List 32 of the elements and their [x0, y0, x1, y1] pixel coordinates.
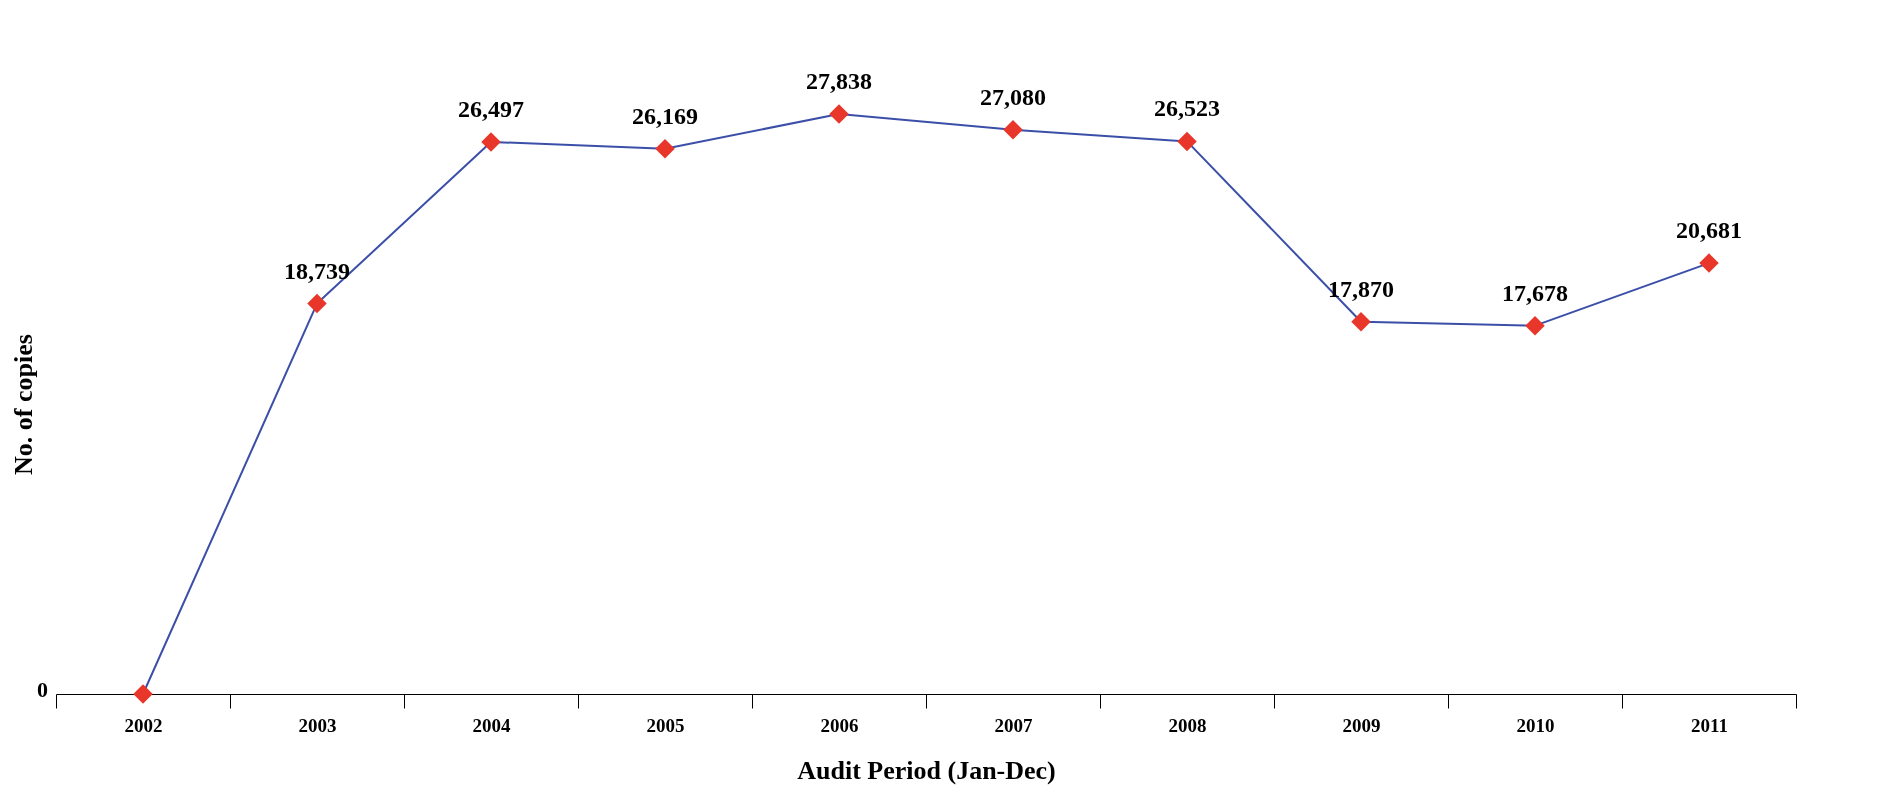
x-tick-label: 2008 — [1168, 714, 1207, 736]
x-tick-label: 2009 — [1342, 714, 1381, 736]
x-tick-label: 2003 — [298, 714, 337, 736]
data-label: 17,870 — [1328, 275, 1394, 302]
x-axis-title: Audit Period (Jan-Dec) — [797, 755, 1056, 785]
x-tick-label: 2011 — [1691, 714, 1728, 736]
data-label: 27,080 — [980, 83, 1046, 110]
point — [133, 684, 153, 704]
x-tick-label: 2005 — [646, 714, 685, 736]
data-label: 26,523 — [1154, 95, 1220, 122]
x-tick-label: 2006 — [820, 714, 859, 736]
x-tick-label: 2007 — [994, 714, 1033, 736]
point — [1003, 120, 1023, 140]
point — [1177, 131, 1197, 152]
point — [1351, 311, 1371, 332]
point — [481, 132, 501, 152]
x-tick-label: 2004 — [472, 714, 511, 736]
y-axis-title: No. of copies — [8, 334, 38, 475]
data-label: 27,838 — [806, 68, 872, 94]
data-label: 26,497 — [458, 95, 524, 122]
point — [655, 139, 675, 159]
point — [829, 104, 849, 124]
data-label: 18,739 — [284, 257, 350, 284]
data-label: 17,678 — [1502, 279, 1568, 306]
text: 0 — [37, 677, 48, 702]
point — [307, 293, 327, 314]
point — [1525, 315, 1545, 336]
data-label: 20,681 — [1676, 217, 1742, 244]
x-tick-label: 2002 — [124, 714, 163, 736]
x-tick-label: 2010 — [1516, 714, 1555, 736]
point — [1699, 253, 1719, 273]
data-label: 26,169 — [632, 102, 698, 129]
